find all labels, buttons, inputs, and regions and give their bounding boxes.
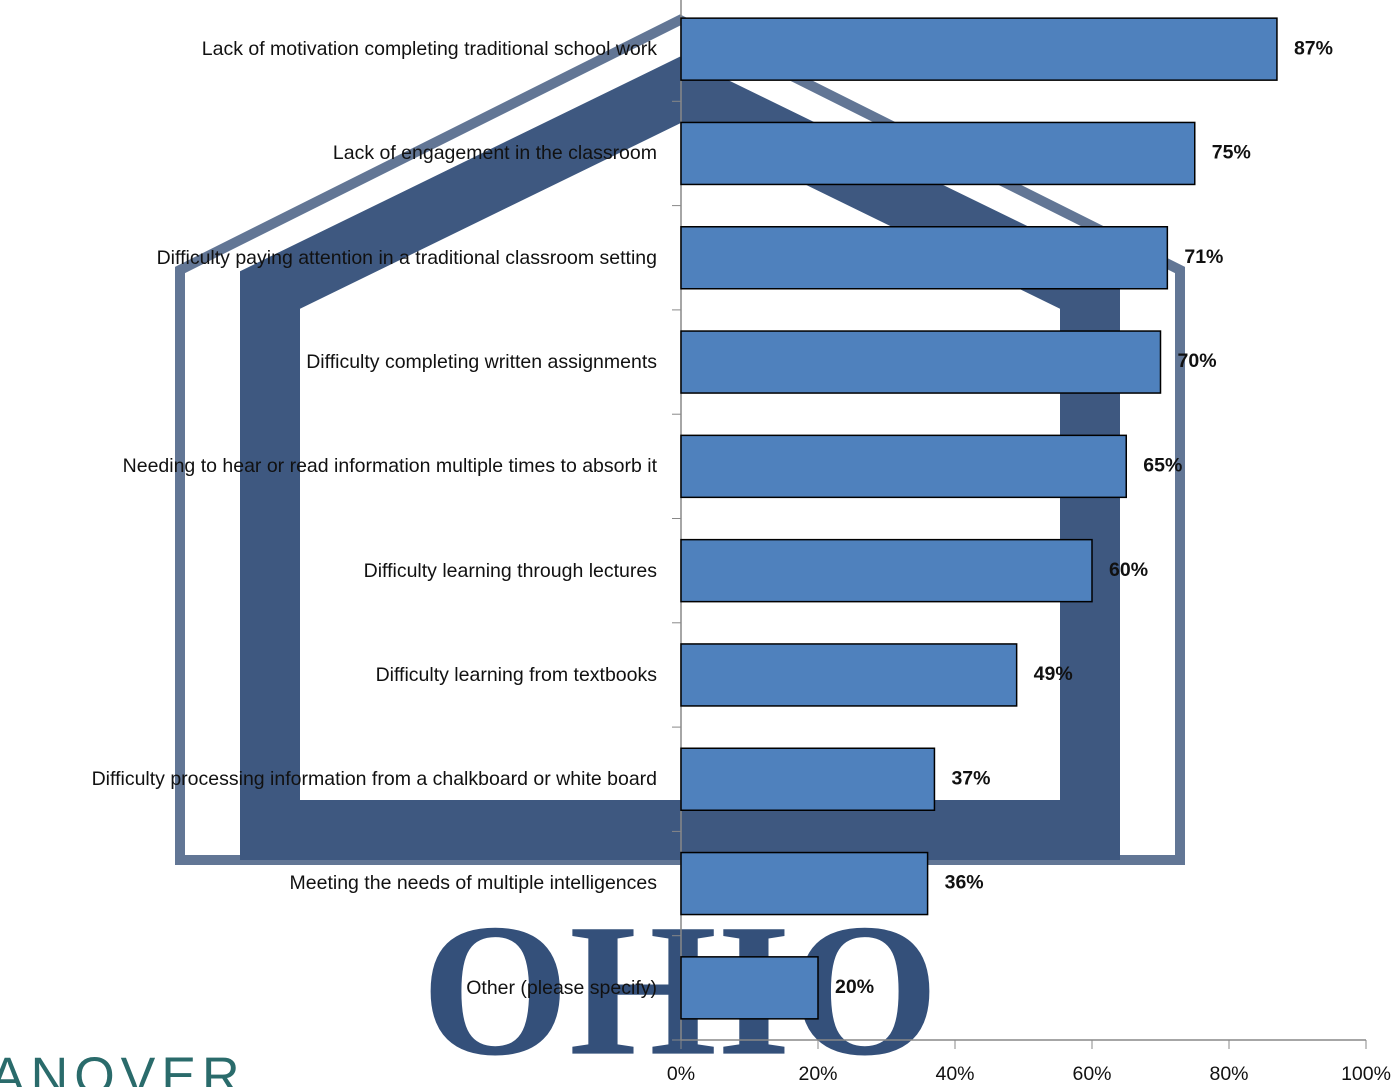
y-tick-label: Difficulty processing information from a… [10, 727, 657, 831]
category-label: Lack of engagement in the classroom [333, 137, 657, 169]
value-label: 36% [945, 872, 984, 894]
bar [681, 957, 818, 1019]
category-label: Meeting the needs of multiple intelligen… [290, 867, 657, 899]
y-tick-label: Meeting the needs of multiple intelligen… [10, 831, 657, 935]
category-label: Other (please specify) [466, 972, 657, 1004]
value-label: 75% [1212, 142, 1251, 164]
y-tick-label: Lack of motivation completing traditiona… [10, 0, 657, 101]
x-tick-label: 60% [1072, 1063, 1111, 1085]
page: OHIO ANOVER 0%20%40%60%80%100%87%75%71%7… [0, 0, 1399, 1087]
category-label: Difficulty learning through lectures [364, 555, 657, 587]
category-label: Needing to hear or read information mult… [123, 450, 657, 482]
x-tick-label: 40% [935, 1063, 974, 1085]
value-label: 60% [1109, 559, 1148, 581]
value-label: 71% [1184, 246, 1223, 268]
y-tick-label: Difficulty learning from textbooks [10, 623, 657, 727]
y-tick-label: Needing to hear or read information mult… [10, 414, 657, 518]
value-label: 87% [1294, 37, 1333, 59]
y-tick-label: Difficulty completing written assignment… [10, 310, 657, 414]
y-tick-label: Difficulty learning through lectures [10, 519, 657, 623]
y-tick-label: Other (please specify) [10, 936, 657, 1040]
value-label: 49% [1034, 663, 1073, 685]
bar [681, 853, 928, 915]
bar [681, 435, 1126, 497]
x-tick-label: 100% [1341, 1063, 1391, 1085]
value-label: 70% [1178, 350, 1217, 372]
value-label: 65% [1143, 455, 1182, 477]
bar [681, 644, 1017, 706]
y-tick-label: Difficulty paying attention in a traditi… [10, 206, 657, 310]
bar [681, 748, 934, 810]
category-label: Difficulty learning from textbooks [376, 659, 657, 691]
logo-text: ANOVER [0, 1048, 246, 1087]
y-tick-label: Lack of engagement in the classroom [10, 101, 657, 205]
x-tick-label: 80% [1209, 1063, 1248, 1085]
bar [681, 227, 1167, 289]
bar [681, 18, 1277, 80]
x-tick-label: 0% [667, 1063, 695, 1085]
value-label: 20% [835, 976, 874, 998]
category-label: Difficulty processing information from a… [92, 763, 657, 795]
category-label: Difficulty paying attention in a traditi… [157, 242, 657, 274]
bar [681, 331, 1161, 393]
bar [681, 540, 1092, 602]
x-tick-label: 20% [798, 1063, 837, 1085]
bar [681, 122, 1195, 184]
value-label: 37% [951, 767, 990, 789]
category-label: Difficulty completing written assignment… [306, 346, 657, 378]
category-label: Lack of motivation completing traditiona… [202, 33, 657, 65]
